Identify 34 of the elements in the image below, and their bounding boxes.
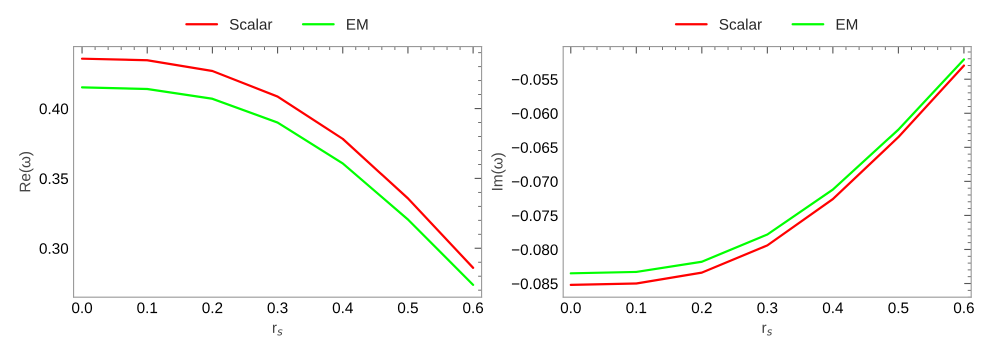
- y-axis-title: Re(ω): [19, 152, 34, 192]
- y-tick-label: −0.070: [512, 176, 558, 188]
- line-series: [80, 58, 474, 269]
- x-axis-title: r$_{s}$: [272, 324, 283, 336]
- x-tick-label: 0.2: [202, 302, 222, 314]
- x-tick-label: 0.2: [692, 302, 712, 314]
- x-tick-label: 0.3: [268, 302, 288, 314]
- y-tick-label: −0.075: [512, 210, 558, 222]
- x-tick-label: 0.6: [954, 302, 974, 314]
- x-tick-label: 0.4: [332, 302, 353, 314]
- y-tick-label: −0.085: [512, 278, 558, 290]
- legend-label: Scalar: [719, 18, 762, 30]
- x-tick-label: 0.5: [398, 302, 418, 314]
- legend-label: EM: [347, 19, 368, 30]
- y-tick-label: 0.30: [40, 243, 68, 254]
- y-tick-label: 0.40: [40, 103, 68, 114]
- y-tick-label: −0.065: [512, 142, 558, 154]
- y-tick-label: −0.080: [512, 244, 558, 256]
- y-tick-label: −0.055: [512, 74, 558, 85]
- x-tick-label: 0.4: [822, 302, 844, 314]
- y-tick-label: 0.35: [40, 173, 68, 184]
- line-series: [80, 86, 474, 286]
- legend-label: Scalar: [230, 18, 272, 30]
- x-tick-label: 0.6: [463, 302, 484, 314]
- x-tick-label: 0.0: [72, 302, 92, 314]
- legend-label: EM: [836, 19, 858, 30]
- x-tick-label: 0.5: [888, 302, 908, 314]
- x-tick-label: 0.3: [757, 302, 778, 314]
- x-axis-title: r$_{s}$: [762, 324, 772, 336]
- x-tick-label: 0.1: [137, 302, 158, 314]
- y-axis-title: Im(ω): [491, 153, 506, 190]
- x-tick-label: 0.0: [560, 302, 581, 314]
- x-tick-label: 0.1: [626, 302, 646, 314]
- y-tick-label: −0.060: [512, 108, 558, 119]
